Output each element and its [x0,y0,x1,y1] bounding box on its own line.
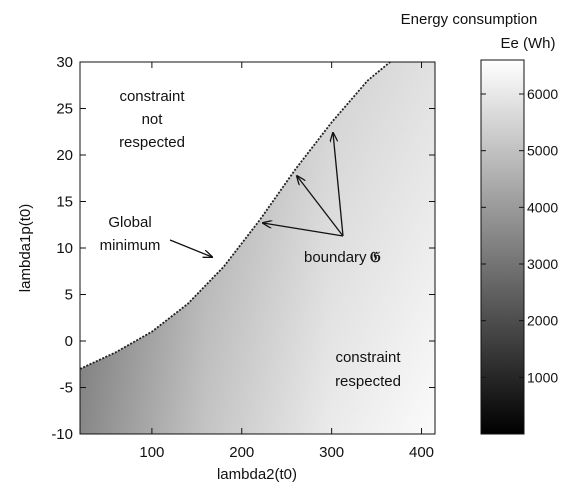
x-tick-label: 100 [139,444,164,461]
colorbar-title-line2: Ee (Wh) [500,35,555,52]
colorbar-tick-label: 1000 [527,369,558,385]
x-axis: 100 200 300 400 [139,62,434,461]
x-tick-label: 200 [229,444,254,461]
x-tick-label: 300 [319,444,344,461]
boundary-arrow-2 [297,176,344,237]
colorbar [480,59,525,435]
infeasible-label-line3: respected [119,134,185,151]
x-tick-label: 400 [409,444,434,461]
plot-area [80,62,435,434]
boundary-arrow-1 [263,223,344,237]
y-axis-label: lambda1p(t0) [17,204,34,292]
boundary-arrow-3 [333,133,344,237]
y-tick-label: 10 [56,240,73,257]
colorbar-tick-label: 4000 [527,199,558,215]
colorbar-tick-label: 3000 [527,256,558,272]
colorbar-tick-label: 2000 [527,313,558,329]
colorbar-axis: 1000 2000 3000 4000 5000 6000 [481,86,558,385]
boundary-label: boundary [304,249,367,266]
infeasible-label-line2: not [142,111,164,128]
infeasible-region [80,62,435,369]
colorbar-tick-label: 5000 [527,143,558,159]
boundary-symbol: 𝔊 [370,249,381,266]
y-axis: -10 -5 0 5 10 15 20 25 30 [51,54,435,443]
boundary-curve [80,62,391,370]
y-tick-label: 5 [65,287,73,304]
global-min-arrow [169,239,212,257]
global-min-label-line1: Global [108,214,151,231]
y-tick-label: 20 [56,147,73,164]
x-axis-label: lambda2(t0) [217,466,297,483]
infeasible-label-line1: constraint [119,88,185,105]
feasible-label-line1: constraint [335,349,401,366]
y-tick-label: -10 [51,426,73,443]
y-tick-label: -5 [60,380,73,397]
y-tick-label: 15 [56,194,73,211]
y-tick-label: 30 [56,54,73,71]
colorbar-tick-label: 6000 [527,86,558,102]
y-tick-label: 0 [65,333,73,350]
global-min-label-line2: minimum [100,237,161,254]
y-tick-label: 25 [56,101,73,118]
feasible-label-line2: respected [335,373,401,390]
colorbar-title-line1: Energy consumption [401,11,538,28]
